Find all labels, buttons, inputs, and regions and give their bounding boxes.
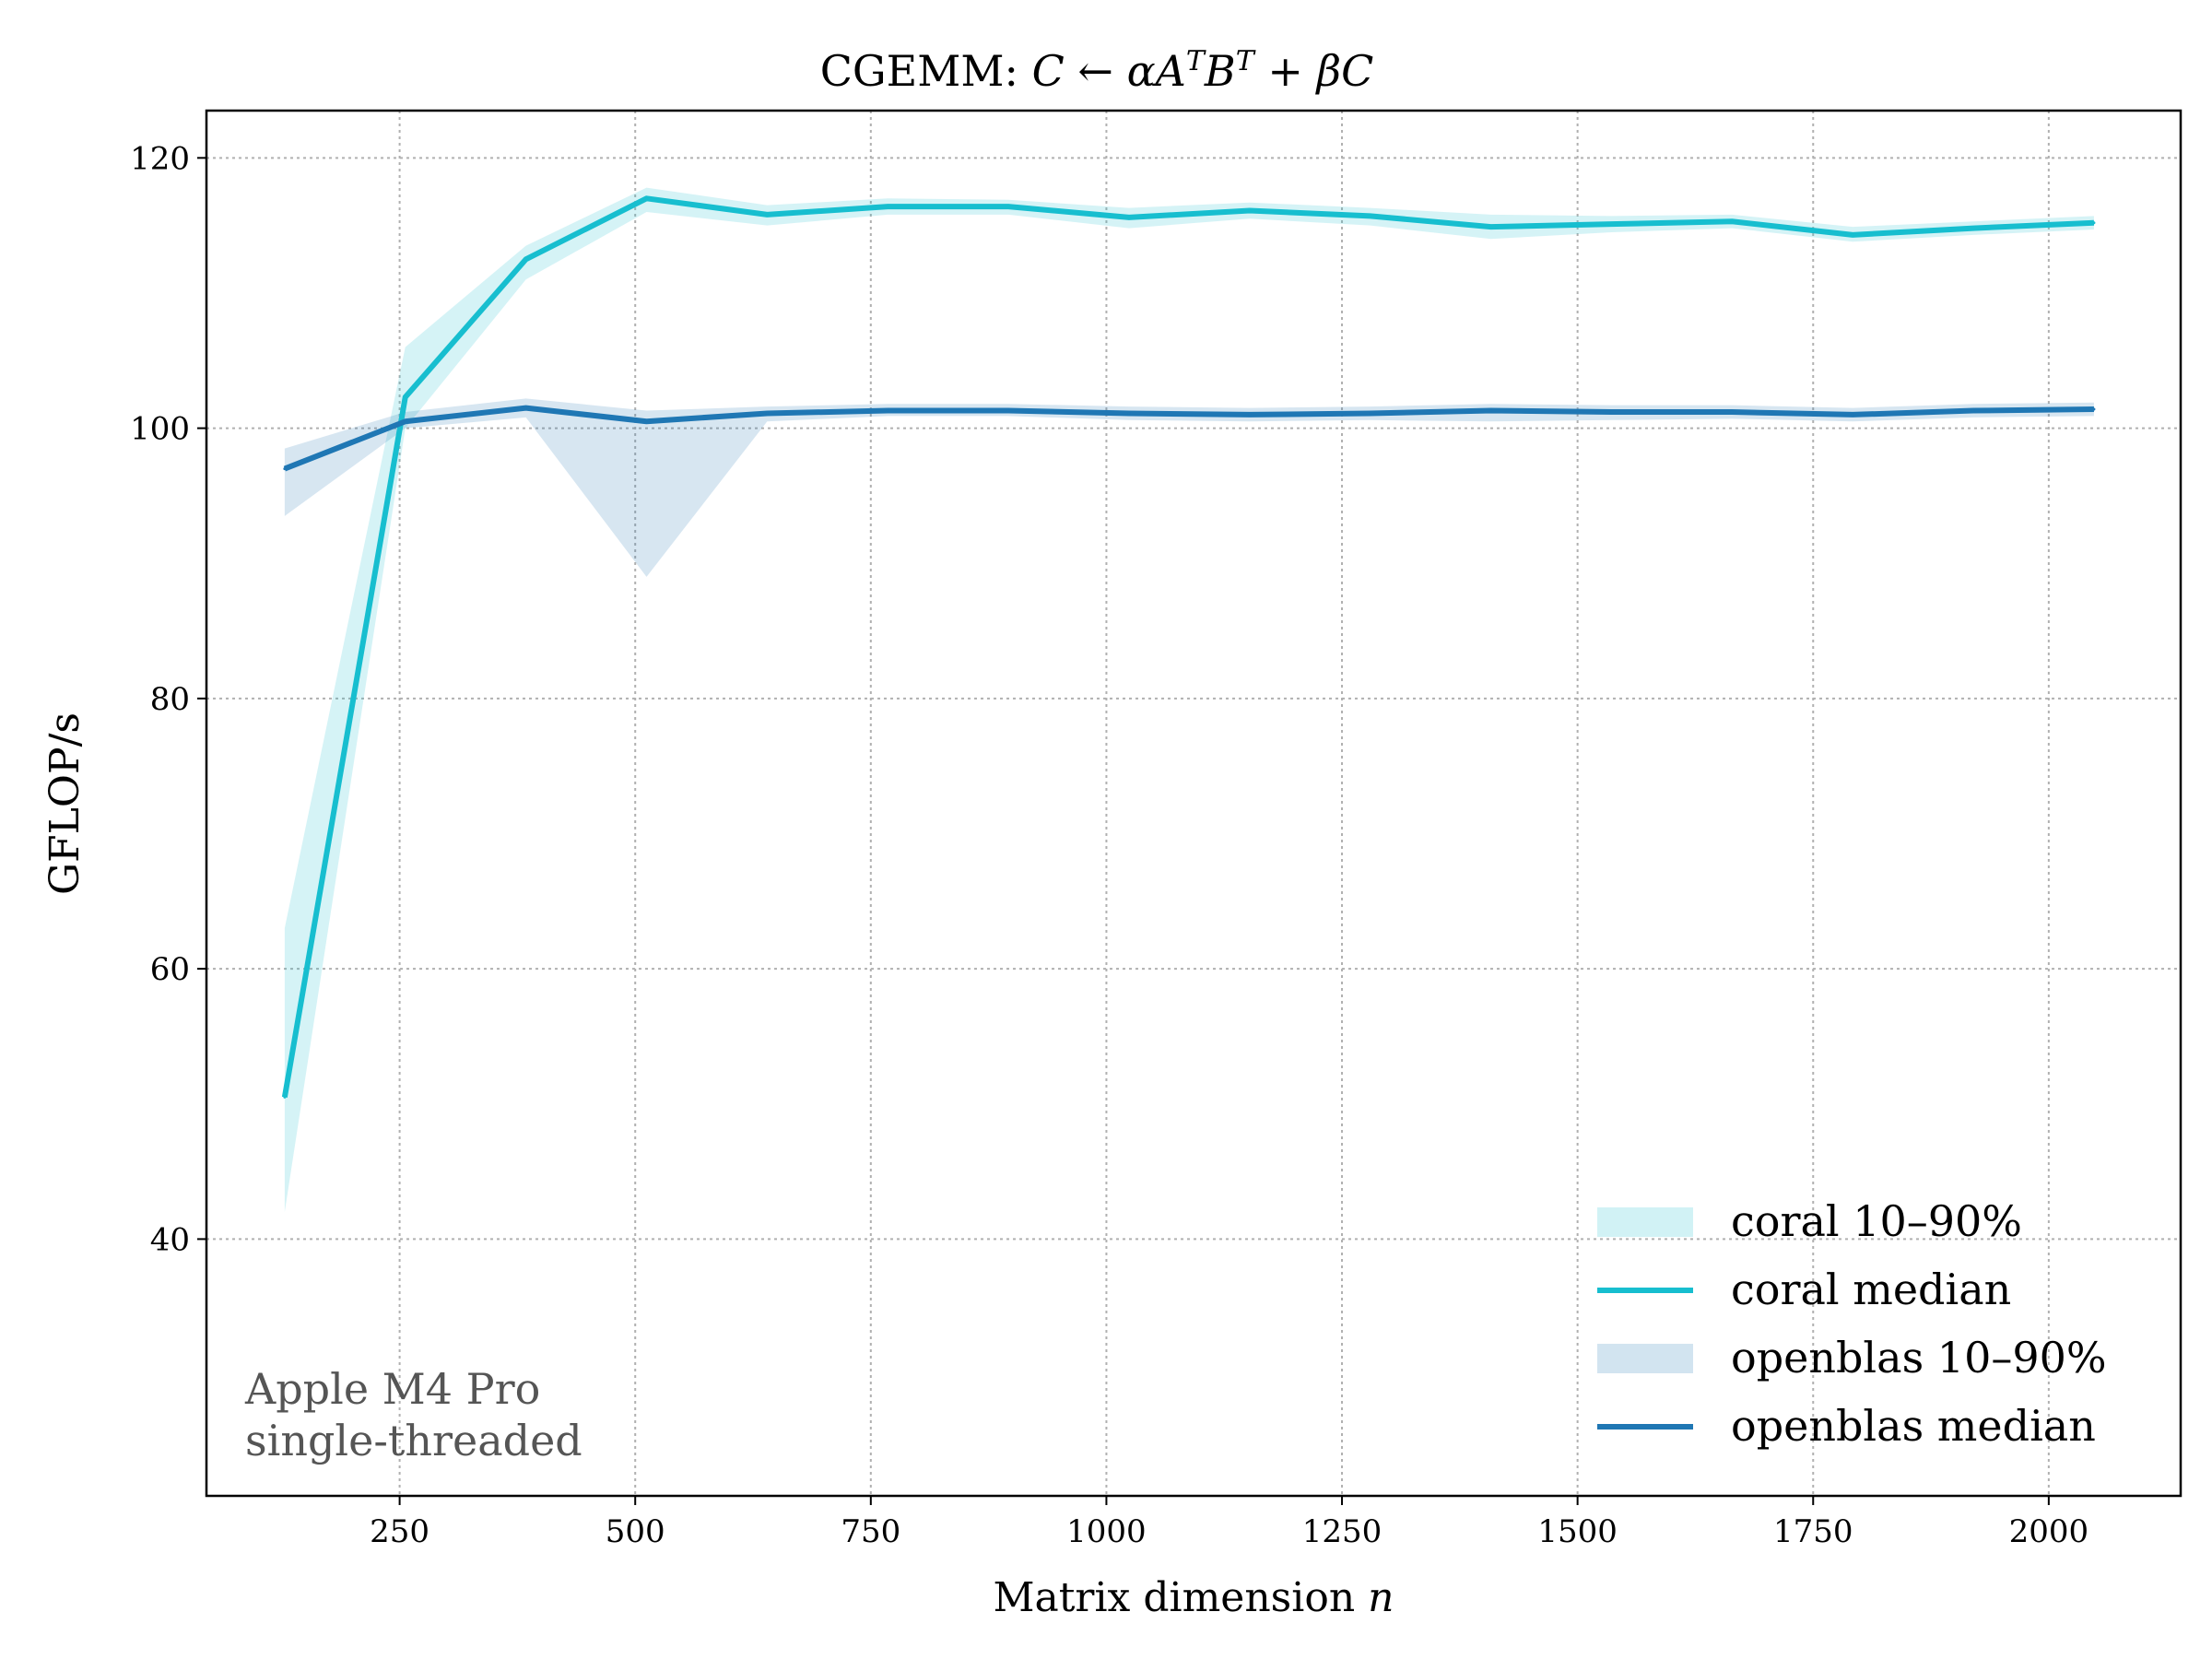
data-point-openblas-median: [2092, 407, 2096, 411]
y-tick-label: 120: [130, 140, 190, 177]
x-axis-ticks: 250 500 750 1000 1250 1500 1750 2000: [370, 1496, 2088, 1550]
x-tick-label: 1750: [1773, 1513, 1853, 1550]
data-point-openblas-median: [1971, 409, 1975, 413]
line-layer: [281, 195, 2096, 1099]
band-layer: [284, 187, 2094, 1213]
data-point-openblas-median: [1609, 410, 1613, 414]
legend-label: openblas median: [1731, 1401, 2096, 1451]
data-point-coral-median: [283, 1095, 287, 1099]
y-tick-label: 80: [150, 681, 190, 718]
x-tick-label: 1250: [1302, 1513, 1382, 1550]
data-point-coral-median: [1369, 214, 1372, 218]
data-point-coral-median: [1730, 219, 1734, 223]
data-point-coral-median: [1127, 216, 1131, 219]
title-sup1: T: [1186, 45, 1206, 77]
title-sup2: T: [1236, 45, 1256, 77]
x-tick-label: 750: [841, 1513, 900, 1550]
legend-label: coral median: [1731, 1265, 2011, 1314]
data-point-openblas-median: [1489, 409, 1493, 413]
hardware-annotation: Apple M4 Pro single-threaded: [244, 1364, 582, 1465]
legend-swatch-band: [1597, 1344, 1693, 1373]
data-point-coral-median: [886, 205, 889, 208]
title-rest: + βC: [1254, 46, 1374, 96]
data-point-openblas-median: [765, 411, 769, 415]
series-line-openblas-median: [283, 405, 2094, 472]
data-point-coral-median: [1971, 227, 1975, 230]
x-axis-label: Matrix dimension n: [993, 1574, 1394, 1621]
data-point-openblas-median: [404, 419, 407, 423]
annotation-line-1: Apple M4 Pro: [244, 1364, 540, 1414]
data-point-openblas-median: [1248, 413, 1252, 417]
title-alpha-a: αA: [1127, 46, 1186, 96]
data-point-openblas-median: [1730, 410, 1734, 414]
data-point-coral-median: [1489, 225, 1493, 229]
x-tick-label: 2000: [2009, 1513, 2089, 1550]
title-b: B: [1204, 46, 1236, 96]
data-point-coral-median: [1006, 205, 1010, 208]
data-point-openblas-median: [524, 406, 528, 410]
data-point-coral-median: [524, 257, 528, 261]
x-tick-label: 250: [370, 1513, 429, 1550]
y-axis-ticks: 40 60 80 100 120: [130, 140, 206, 1258]
data-point-coral-median: [644, 196, 648, 200]
data-point-openblas-median: [644, 419, 648, 423]
data-point-openblas-median: [1851, 413, 1854, 417]
data-point-openblas-median: [283, 467, 287, 471]
grid-layer: [206, 111, 2181, 1496]
band-coral: [284, 187, 2094, 1213]
y-axis-label: GFLOP/s: [41, 712, 88, 895]
title-lhs: C: [1032, 46, 1065, 96]
y-tick-label: 100: [130, 411, 190, 448]
title-prefix: CGEMM:: [820, 46, 1032, 96]
data-point-coral-median: [2092, 221, 2096, 225]
legend-swatch-band: [1597, 1207, 1693, 1237]
chart-title: CGEMM: C ← αATBT + βC: [820, 45, 1374, 97]
legend: coral 10–90% coral median openblas 10–90% o…: [1597, 1196, 2107, 1451]
y-tick-label: 60: [150, 951, 190, 988]
band-openblas: [284, 398, 2094, 577]
data-point-openblas-median: [1127, 411, 1131, 415]
x-tick-label: 1000: [1066, 1513, 1147, 1550]
x-tick-label: 500: [606, 1513, 665, 1550]
title-arrow: ←: [1065, 46, 1127, 96]
data-point-coral-median: [1609, 222, 1613, 226]
x-tick-label: 1500: [1537, 1513, 1618, 1550]
data-point-coral-median: [1851, 233, 1854, 237]
data-point-openblas-median: [1006, 409, 1010, 413]
data-point-coral-median: [404, 395, 407, 399]
data-point-openblas-median: [886, 409, 889, 413]
legend-label: coral 10–90%: [1731, 1196, 2022, 1246]
plot-frame: [205, 109, 2183, 1498]
data-point-openblas-median: [1369, 411, 1372, 415]
legend-label: openblas 10–90%: [1731, 1333, 2107, 1382]
y-tick-label: 40: [150, 1221, 190, 1258]
series-line-coral-median: [281, 195, 2095, 1098]
data-point-coral-median: [1248, 209, 1252, 213]
data-point-coral-median: [765, 213, 769, 217]
annotation-line-2: single-threaded: [245, 1416, 582, 1465]
